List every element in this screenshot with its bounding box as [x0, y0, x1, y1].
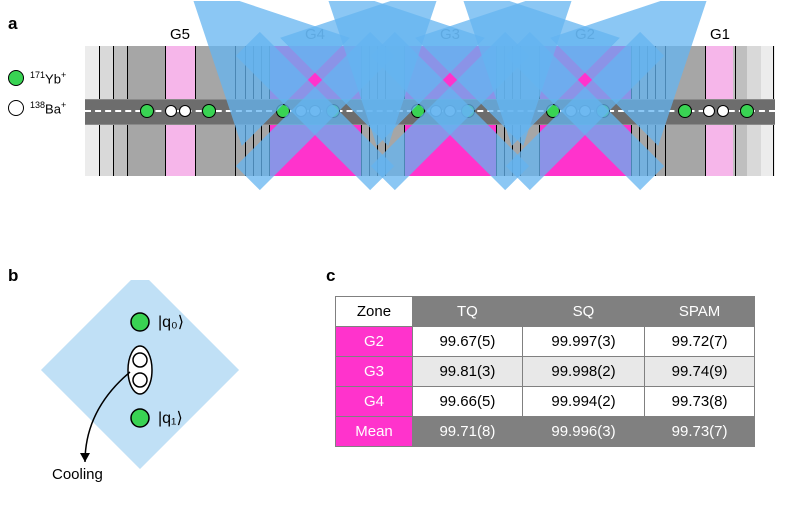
table-cell: 99.994(2)	[522, 387, 644, 417]
yb-ion-icon	[461, 104, 475, 118]
table-cell: 99.73(7)	[645, 417, 755, 447]
ba-ion-icon	[579, 105, 591, 117]
ba-ion-icon	[565, 105, 577, 117]
table-cell: 99.998(2)	[522, 357, 644, 387]
table-cell: 99.73(8)	[645, 387, 755, 417]
cooling-label: Cooling	[52, 466, 103, 483]
table-corner: Zone	[336, 297, 413, 327]
table-col-header: SQ	[522, 297, 644, 327]
table-col-header: TQ	[413, 297, 523, 327]
table-cell: 99.996(3)	[522, 417, 644, 447]
legend-ba: 138Ba+	[8, 100, 78, 116]
ba-ion-icon	[179, 105, 191, 117]
ion-legend: 171Yb+ 138Ba+	[8, 70, 78, 131]
ba-ion-icon	[444, 105, 456, 117]
panel-label-a: a	[8, 14, 17, 34]
gate-zone-detail: |q₀⟩ |q₁⟩ Cooling	[40, 280, 270, 495]
ba-ion-icon	[430, 105, 442, 117]
q0-label: |q₀⟩	[158, 312, 184, 332]
trap-schematic: G5G4G3G2G1	[85, 46, 775, 176]
table-row: G299.67(5)99.997(3)99.72(7)	[336, 327, 755, 357]
panel-b-graphic	[40, 280, 270, 495]
table-row-header: G4	[336, 387, 413, 417]
table-row-header: G3	[336, 357, 413, 387]
table-cell: 99.71(8)	[413, 417, 523, 447]
figure: a b c 171Yb+ 138Ba+ G5G4G3G2G1 |q₀⟩|q₁⟩C…	[0, 0, 800, 507]
table-row-header: Mean	[336, 417, 413, 447]
yb-ion-icon	[546, 104, 560, 118]
yb-icon	[8, 70, 24, 86]
table-cell: 99.997(3)	[522, 327, 644, 357]
ba-icon	[8, 100, 24, 116]
panel-label-c: c	[326, 266, 335, 286]
yb-ion-icon	[596, 104, 610, 118]
yb-ion-icon	[678, 104, 692, 118]
zone-label: G1	[710, 26, 730, 43]
yb-ion-icon	[276, 104, 290, 118]
yb-ion-icon	[740, 104, 754, 118]
legend-ba-label: 138Ba+	[30, 100, 66, 116]
table-cell: 99.66(5)	[413, 387, 523, 417]
table-row: Mean99.71(8)99.996(3)99.73(7)	[336, 417, 755, 447]
ba-ion-icon	[703, 105, 715, 117]
q1-label: |q₁⟩	[158, 408, 183, 428]
zone-label: G3	[440, 26, 460, 43]
fidelity-table-container: ZoneTQSQSPAMG299.67(5)99.997(3)99.72(7)G…	[335, 296, 755, 447]
legend-yb-label: 171Yb+	[30, 70, 66, 86]
table-cell: 99.81(3)	[413, 357, 523, 387]
zone-label: G2	[575, 26, 595, 43]
table-cell: 99.74(9)	[645, 357, 755, 387]
table-row: G399.81(3)99.998(2)99.74(9)	[336, 357, 755, 387]
zone-label: G4	[305, 26, 325, 43]
yb-ion-icon	[202, 104, 216, 118]
zone-label: G5	[170, 26, 190, 43]
table-row: G499.66(5)99.994(2)99.73(8)	[336, 387, 755, 417]
table-cell: 99.72(7)	[645, 327, 755, 357]
yb-ion-icon	[326, 104, 340, 118]
yb-ion-icon	[140, 104, 154, 118]
table-col-header: SPAM	[645, 297, 755, 327]
ba-ion-icon	[165, 105, 177, 117]
table-row-header: G2	[336, 327, 413, 357]
ba-ion-icon	[295, 105, 307, 117]
ba-ion-icon	[309, 105, 321, 117]
ba-ion-icon	[717, 105, 729, 117]
yb-ion-icon	[411, 104, 425, 118]
legend-yb: 171Yb+	[8, 70, 78, 86]
table-cell: 99.67(5)	[413, 327, 523, 357]
panel-label-b: b	[8, 266, 18, 286]
fidelity-table: ZoneTQSQSPAMG299.67(5)99.997(3)99.72(7)G…	[335, 296, 755, 447]
